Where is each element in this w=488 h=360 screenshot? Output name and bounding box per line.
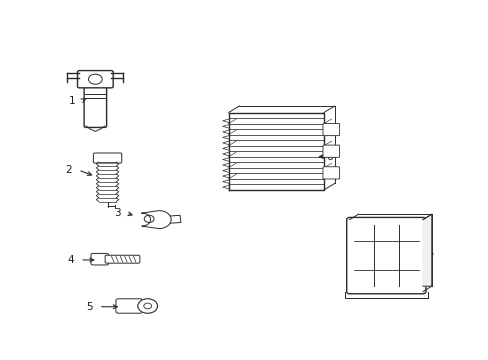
- FancyBboxPatch shape: [77, 71, 113, 88]
- Polygon shape: [422, 214, 431, 286]
- Text: 2: 2: [65, 165, 72, 175]
- FancyBboxPatch shape: [93, 153, 122, 163]
- FancyBboxPatch shape: [105, 255, 140, 263]
- Text: 3: 3: [113, 208, 120, 218]
- FancyBboxPatch shape: [84, 85, 106, 127]
- FancyBboxPatch shape: [346, 217, 425, 294]
- Polygon shape: [349, 220, 422, 292]
- Circle shape: [138, 299, 157, 313]
- FancyBboxPatch shape: [322, 123, 339, 136]
- Polygon shape: [142, 211, 171, 229]
- FancyBboxPatch shape: [322, 145, 339, 157]
- Text: 5: 5: [86, 302, 93, 312]
- Text: 6: 6: [325, 152, 332, 162]
- FancyBboxPatch shape: [91, 253, 108, 265]
- Text: 4: 4: [67, 255, 74, 265]
- Text: 7: 7: [423, 249, 429, 259]
- FancyBboxPatch shape: [116, 299, 142, 313]
- FancyBboxPatch shape: [322, 167, 339, 179]
- Text: 1: 1: [69, 96, 76, 106]
